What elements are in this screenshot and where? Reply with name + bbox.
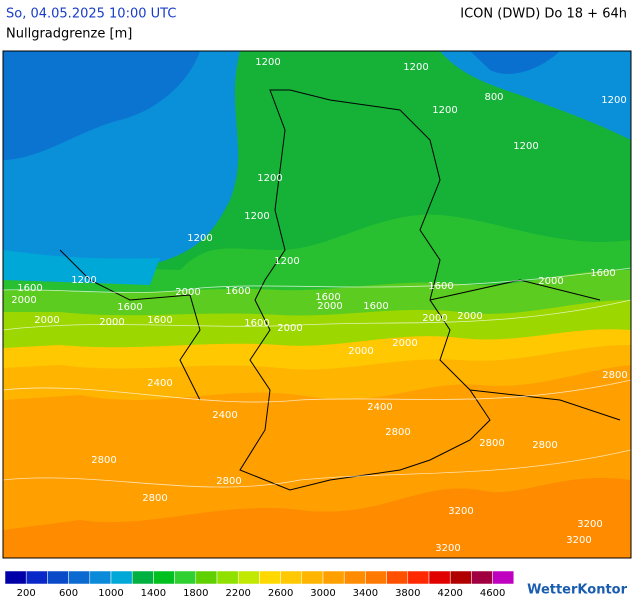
colorbar-label: 3400 [353,588,378,599]
colorbar-label: 2600 [268,588,293,599]
colorbar-swatch [237,570,260,585]
colorbar-swatch [47,570,69,585]
borders [59,89,621,491]
contour-label: 1200 [244,211,269,222]
contour-label: 1600 [17,283,42,294]
contour-label: 1200 [257,173,282,184]
sea [440,51,631,140]
contour-label: 2800 [385,427,410,438]
contour-label: 2000 [175,287,200,298]
contour-label: 2400 [367,402,392,413]
contour-label: 2800 [532,440,557,451]
colorbar-swatch [174,570,197,585]
contour-label: 2000 [99,317,124,328]
colorbar-swatch [131,570,154,585]
map [2,50,632,559]
colorbar-swatch [492,570,515,585]
colorbar-label: 200 [17,588,36,599]
contour-label: 1600 [315,292,340,303]
colorbar-swatch [259,570,281,585]
colorbar-swatch [428,570,451,585]
contour-label: 1200 [432,105,457,116]
model-run: ICON (DWD) Do 18 + 64h [460,7,627,22]
contour-label: 2000 [277,323,302,334]
contour-label: 2000 [348,346,373,357]
contour-label: 2800 [216,476,241,487]
colorbar-swatch [110,570,133,585]
contour-label: 2800 [142,493,167,504]
logo: WetterKontor [527,583,628,598]
colorbar-swatch [471,570,493,585]
colorbar-label: 4200 [437,588,462,599]
colorbar-label: 4600 [480,588,505,599]
contours [3,267,631,488]
contour-label: 800 [484,92,503,103]
colorbar-swatch [89,570,112,585]
sea [470,51,560,74]
contour-label: 1200 [71,275,96,286]
contour-label: 3200 [566,535,591,546]
colorbar-label: 1800 [183,588,208,599]
contour-label: 2800 [91,455,116,466]
colorbar-swatch [280,570,303,585]
map-frame [2,50,632,559]
datetime: So, 04.05.2025 10:00 UTC [6,7,176,22]
contour-label: 2400 [212,410,237,421]
contour-label: 1200 [513,141,538,152]
contour-label: 2000 [538,276,563,287]
contour-label: 2000 [11,295,36,306]
sea [3,51,200,160]
contour-label: 2800 [602,370,627,381]
contour-label: 2000 [34,315,59,326]
contour-label: 3200 [577,519,602,530]
colorbar-label: 3000 [310,588,335,599]
colorbar-swatch [365,570,387,585]
contour-label: 1600 [117,302,142,313]
contour-label: 2000 [422,313,447,324]
coast [3,250,160,285]
colorbar-swatch [386,570,409,585]
colorbar-swatch [407,570,430,585]
contour-label: 1600 [147,315,172,326]
contour-label: 1200 [274,256,299,267]
contour-label: 1600 [428,281,453,292]
contour-label: 1200 [403,62,428,73]
contour-label: 2800 [479,438,504,449]
contour-label: 1600 [225,286,250,297]
colorbar-label: 1000 [98,588,123,599]
map-title: Nullgradgrenze [m] [6,27,132,42]
colorbar-swatch [4,570,27,585]
colorbar-swatch [343,570,366,585]
contour-label: 1600 [590,268,615,279]
colorbar-label: 1400 [141,588,166,599]
colorbar-swatch [25,570,48,585]
contour-label: 1200 [255,57,280,68]
contour-label: 1600 [363,301,388,312]
colorbar-swatch [153,570,175,585]
contour-label: 1600 [244,318,269,329]
contour-label: 2000 [457,311,482,322]
colorbar-swatch [68,570,91,585]
colorbar-swatch [216,570,239,585]
contour-label: 1200 [601,95,626,106]
colorbar-label: 3800 [395,588,420,599]
colorbar-swatch [449,570,472,585]
colorbar-label: 600 [59,588,78,599]
colorbar-label: 2200 [225,588,250,599]
contour-label: 2000 [392,338,417,349]
contour-label: 2000 [317,301,342,312]
contour-label: 3200 [448,506,473,517]
colorbar-swatch [301,570,324,585]
contour-label: 3200 [435,543,460,554]
contour-label: 2400 [147,378,172,389]
colorbar-swatch [195,570,218,585]
colorbar-swatch [322,570,345,585]
contour-label: 1200 [187,233,212,244]
